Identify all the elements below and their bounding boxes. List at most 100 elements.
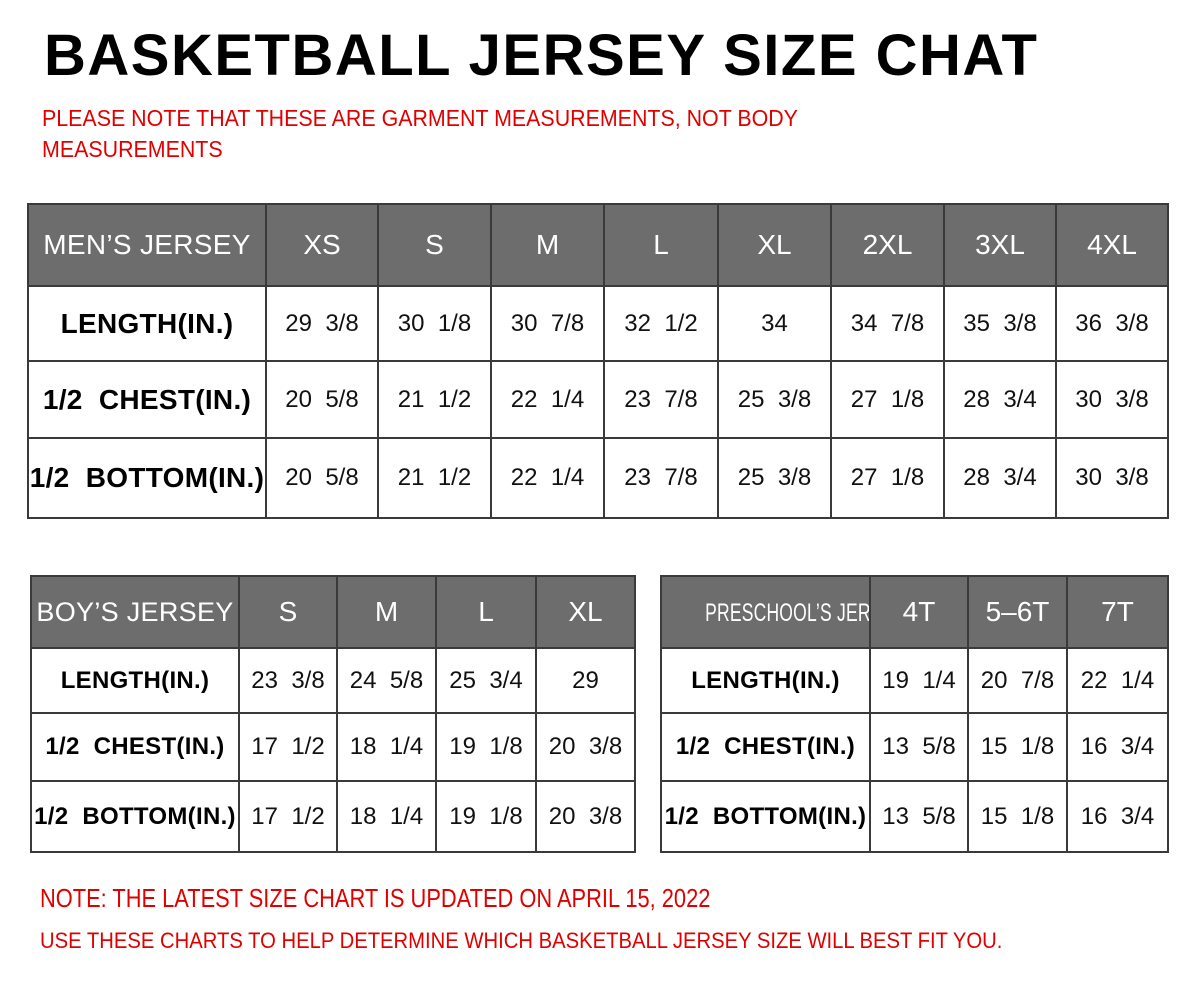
cell-text: 17 1/2 [251, 733, 325, 760]
measurement-value-cell: 17 1/2 [238, 712, 338, 782]
table-row: 1/2 BOTTOM(IN.) 13 5/8 15 1/8 16 3/4 [660, 780, 1169, 853]
cell-text: 13 5/8 [882, 733, 956, 760]
measurement-value-cell: 15 1/8 [967, 712, 1068, 782]
cell-text: 30 7/8 [510, 309, 585, 337]
cell-text: L [478, 596, 494, 627]
header-row: MEN’S JERSEY XS S M L XL 2XL 3XL 4XL [27, 203, 1169, 287]
cell-text: 25 3/4 [449, 666, 523, 694]
cell-text: S [278, 596, 298, 627]
measurement-value-cell: 32 1/2 [603, 285, 719, 362]
cell-text: 23 7/8 [624, 385, 698, 413]
measurement-value-cell: 20 3/8 [535, 780, 636, 853]
cell-text: XL [568, 596, 603, 627]
measurement-value-cell: 25 3/8 [717, 437, 832, 519]
cell-text: XS [303, 229, 341, 260]
cell-text: 16 3/4 [1080, 733, 1155, 760]
cell-text: 1/2 BOTTOM(IN.) [29, 462, 265, 493]
measurement-value-cell: 16 3/4 [1066, 712, 1169, 782]
measurement-value-cell: 36 3/8 [1055, 285, 1169, 362]
measurement-label-cell: 1/2 CHEST(IN.) [660, 712, 871, 782]
cell-text: 27 1/8 [850, 464, 925, 491]
cell-text: LENGTH(IN.) [60, 666, 210, 694]
cell-text: 20 7/8 [980, 666, 1055, 694]
cell-text: 4T [902, 596, 936, 627]
cell-text: 1/2 CHEST(IN.) [45, 733, 225, 760]
cell-text: 21 1/2 [397, 385, 472, 413]
cell-text: M [374, 596, 399, 627]
measurement-value-cell: 18 1/4 [336, 712, 437, 782]
update-note: NOTE: THE LATEST SIZE CHART IS UPDATED O… [40, 883, 711, 913]
cell-text: 24 5/8 [349, 666, 424, 694]
table-title-cell: BOY’S JERSEY [30, 575, 240, 649]
cell-text: LENGTH(IN.) [691, 666, 840, 694]
cell-text: MEN’S JERSEY [43, 229, 251, 260]
cell-text: 19 1/4 [882, 666, 956, 694]
measurement-label-cell: 1/2 CHEST(IN.) [30, 712, 240, 782]
cell-text: L [653, 229, 669, 260]
measurement-value-cell: 18 1/4 [336, 780, 437, 853]
cell-text: 19 1/8 [449, 802, 523, 830]
table-title-cell: PRESCHOOL’S JERSEY [660, 575, 871, 649]
measurement-value-cell: 13 5/8 [869, 712, 969, 782]
size-header-cell: L [603, 203, 719, 287]
measurement-value-cell: 34 7/8 [830, 285, 945, 362]
measurement-label-cell: 1/2 BOTTOM(IN.) [27, 437, 267, 519]
cell-text: 29 3/8 [285, 309, 359, 337]
cell-text: 30 3/8 [1075, 464, 1149, 491]
cell-text: 17 1/2 [251, 802, 325, 830]
measurement-value-cell: 25 3/4 [435, 647, 537, 714]
cell-text: 36 3/8 [1075, 309, 1149, 337]
measurement-value-cell: 19 1/8 [435, 780, 537, 853]
measurement-value-cell: 23 3/8 [238, 647, 338, 714]
size-header-cell: XL [717, 203, 832, 287]
size-header-cell: 3XL [943, 203, 1057, 287]
measurement-value-cell: 22 1/4 [490, 360, 605, 439]
measurement-value-cell: 25 3/8 [717, 360, 832, 439]
table-row: LENGTH(IN.) 23 3/8 24 5/8 25 3/4 29 [30, 647, 636, 714]
size-header-cell: 7T [1066, 575, 1169, 649]
cell-text: 35 3/8 [963, 309, 1037, 337]
cell-text: 25 3/8 [737, 464, 812, 491]
cell-text: M [535, 229, 560, 260]
cell-text: 22 1/4 [510, 385, 585, 413]
measurement-value-cell: 27 1/8 [830, 360, 945, 439]
cell-text: 1/2 CHEST(IN.) [675, 733, 856, 760]
page-title: BASKETBALL JERSEY SIZE CHAT [44, 23, 1039, 88]
measurement-value-cell: 16 3/4 [1066, 780, 1169, 853]
size-header-cell: XL [535, 575, 636, 649]
cell-text: 28 3/4 [963, 464, 1037, 491]
size-header-cell: 2XL [830, 203, 945, 287]
cell-text: 34 7/8 [850, 309, 925, 337]
garment-measurement-note: PLEASE NOTE THAT THESE ARE GARMENT MEASU… [42, 105, 798, 162]
cell-text: 19 1/8 [449, 733, 523, 760]
table-row: 1/2 BOTTOM(IN.) 17 1/2 18 1/4 19 1/8 20 3/8 [30, 780, 636, 853]
measurement-value-cell: 30 3/8 [1055, 437, 1169, 519]
cell-text: 28 3/4 [963, 385, 1037, 413]
measurement-value-cell: 24 5/8 [336, 647, 437, 714]
cell-text: 1/2 CHEST(IN.) [42, 383, 252, 415]
measurement-value-cell: 21 1/2 [377, 437, 492, 519]
size-header-cell: 5–6T [967, 575, 1068, 649]
cell-text: 15 1/8 [980, 802, 1055, 830]
header-row: PRESCHOOL’S JERSEY 4T 5–6T 7T [660, 575, 1169, 649]
table-row: 1/2 CHEST(IN.) 17 1/2 18 1/4 19 1/8 20 3/8 [30, 712, 636, 782]
cell-text: 5–6T [985, 596, 1050, 627]
cell-text: BOY’S JERSEY [36, 596, 234, 627]
measurement-value-cell: 27 1/8 [830, 437, 945, 519]
measurement-value-cell: 13 5/8 [869, 780, 969, 853]
measurement-value-cell: 30 3/8 [1055, 360, 1169, 439]
measurement-value-cell: 30 7/8 [490, 285, 605, 362]
cell-text: 1/2 BOTTOM(IN.) [664, 802, 867, 830]
cell-text: 23 3/8 [251, 666, 325, 694]
cell-text: 20 5/8 [285, 385, 359, 413]
table-row: LENGTH(IN.) 29 3/8 30 1/8 30 7/8 32 1/2 34 34 … [27, 285, 1169, 362]
measurement-value-cell: 28 3/4 [943, 437, 1057, 519]
table-row: LENGTH(IN.) 19 1/4 20 7/8 22 1/4 [660, 647, 1169, 714]
size-header-cell: L [435, 575, 537, 649]
cell-text: 25 3/8 [737, 385, 812, 413]
cell-text: S [425, 229, 444, 260]
cell-text: 2XL [862, 229, 913, 260]
cell-text: PRESCHOOL’S JERSEY [705, 598, 870, 627]
cell-text: 20 3/8 [548, 802, 623, 830]
table-title-cell: MEN’S JERSEY [27, 203, 267, 287]
